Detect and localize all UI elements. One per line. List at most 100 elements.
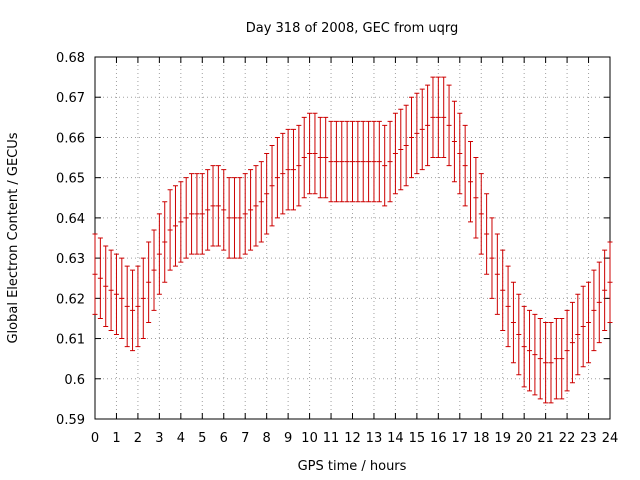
error-bar-point bbox=[586, 281, 592, 364]
x-tick-label: 23 bbox=[580, 431, 597, 446]
error-bar-point bbox=[435, 76, 441, 159]
error-bar-point bbox=[527, 309, 533, 392]
error-bar-point bbox=[317, 116, 323, 199]
error-bar-point bbox=[156, 213, 162, 295]
error-bar-point bbox=[210, 165, 216, 247]
error-bar-point bbox=[532, 313, 538, 396]
x-tick-label: 5 bbox=[198, 431, 206, 446]
error-bar-point bbox=[248, 169, 254, 251]
error-bar-point bbox=[178, 181, 184, 263]
error-bar-point bbox=[425, 84, 431, 167]
error-bar-point bbox=[548, 321, 554, 404]
error-bar-point bbox=[113, 253, 119, 336]
x-tick-label: 9 bbox=[284, 431, 292, 446]
y-tick-label: 0.59 bbox=[56, 413, 85, 428]
y-tick-label: 0.66 bbox=[56, 131, 85, 146]
error-bar-point bbox=[382, 124, 388, 207]
error-bar-point bbox=[366, 120, 372, 203]
error-bar-point bbox=[151, 229, 157, 311]
error-bar-point bbox=[172, 185, 178, 267]
error-bar-point bbox=[468, 140, 474, 223]
x-tick-label: 1 bbox=[112, 431, 120, 446]
error-bar-point bbox=[543, 321, 549, 404]
error-bar-point bbox=[221, 169, 227, 251]
error-bar-point bbox=[226, 177, 232, 259]
x-tick-label: 22 bbox=[559, 431, 576, 446]
error-bar-point bbox=[130, 269, 136, 352]
error-bar-point bbox=[290, 128, 296, 211]
x-tick-label: 8 bbox=[263, 431, 271, 446]
error-bar-point bbox=[135, 265, 141, 348]
x-tick-label: 21 bbox=[537, 431, 554, 446]
error-bar-point bbox=[371, 120, 377, 203]
error-bar-point bbox=[301, 116, 307, 199]
y-tick-label: 0.67 bbox=[56, 91, 85, 106]
y-tick-label: 0.64 bbox=[56, 212, 85, 227]
chart-title: Day 318 of 2008, GEC from uqrg bbox=[246, 21, 459, 36]
error-bar-point bbox=[333, 120, 339, 203]
error-bar-point bbox=[328, 120, 334, 203]
x-tick-label: 12 bbox=[344, 431, 361, 446]
y-tick-label: 0.62 bbox=[56, 292, 85, 307]
error-bar-point bbox=[398, 108, 404, 191]
y-tick-label: 0.61 bbox=[56, 333, 85, 348]
error-bar-point bbox=[403, 104, 409, 187]
error-bar-point bbox=[441, 76, 447, 159]
x-tick-label: 20 bbox=[516, 431, 533, 446]
error-bar-point bbox=[307, 112, 313, 195]
error-bar-point bbox=[607, 241, 613, 323]
y-axis-label: Global Electron Content / GECUs bbox=[6, 132, 21, 343]
error-bar-point bbox=[140, 257, 146, 340]
error-bar-point bbox=[580, 285, 586, 368]
error-bar-point bbox=[205, 169, 211, 251]
y-tick-label: 0.6 bbox=[64, 373, 85, 388]
error-bar-point bbox=[510, 281, 516, 364]
error-bar-point bbox=[312, 112, 318, 195]
error-bar-point bbox=[199, 173, 205, 255]
error-bar-point bbox=[575, 293, 581, 376]
error-bar-point bbox=[591, 269, 597, 352]
error-bar-point bbox=[285, 128, 291, 211]
x-tick-label: 10 bbox=[301, 431, 318, 446]
error-bar-point bbox=[392, 112, 398, 195]
error-bar-point bbox=[167, 189, 173, 271]
error-bar-point bbox=[97, 237, 103, 319]
error-bar-point bbox=[505, 265, 511, 348]
error-bar-point bbox=[339, 120, 345, 203]
data-series bbox=[92, 76, 613, 404]
error-bar-point bbox=[231, 177, 237, 259]
error-bar-point bbox=[242, 173, 248, 255]
error-bar-point bbox=[596, 261, 602, 344]
error-bar-point bbox=[274, 136, 280, 219]
x-tick-label: 0 bbox=[91, 431, 99, 446]
x-tick-label: 24 bbox=[602, 431, 619, 446]
error-bar-point bbox=[516, 293, 522, 376]
error-bar-point bbox=[521, 305, 527, 388]
x-tick-label: 18 bbox=[473, 431, 490, 446]
y-tick-label: 0.63 bbox=[56, 252, 85, 267]
error-bar-point bbox=[537, 317, 543, 400]
error-bar-point bbox=[457, 112, 463, 195]
error-bar-point bbox=[500, 249, 506, 332]
error-bar-point bbox=[124, 265, 130, 348]
error-bar-point bbox=[108, 249, 114, 332]
error-bar-point bbox=[296, 124, 302, 207]
y-tick-label: 0.65 bbox=[56, 172, 85, 187]
error-bar-point bbox=[569, 301, 575, 384]
error-bar-point bbox=[194, 173, 200, 255]
x-tick-label: 6 bbox=[220, 431, 228, 446]
error-bar-point bbox=[237, 177, 243, 259]
error-bar-point bbox=[376, 120, 382, 203]
error-bar-point bbox=[387, 120, 393, 203]
error-bar-point bbox=[360, 120, 366, 203]
error-bar-point bbox=[258, 161, 264, 243]
error-bar-point bbox=[462, 124, 468, 207]
x-tick-label: 15 bbox=[409, 431, 426, 446]
error-bar-point bbox=[355, 120, 361, 203]
error-bar-point bbox=[269, 144, 275, 227]
error-bar-point bbox=[189, 173, 195, 255]
error-bar-point bbox=[92, 233, 98, 315]
error-bar-point bbox=[162, 201, 168, 283]
error-bar-point bbox=[419, 88, 425, 171]
